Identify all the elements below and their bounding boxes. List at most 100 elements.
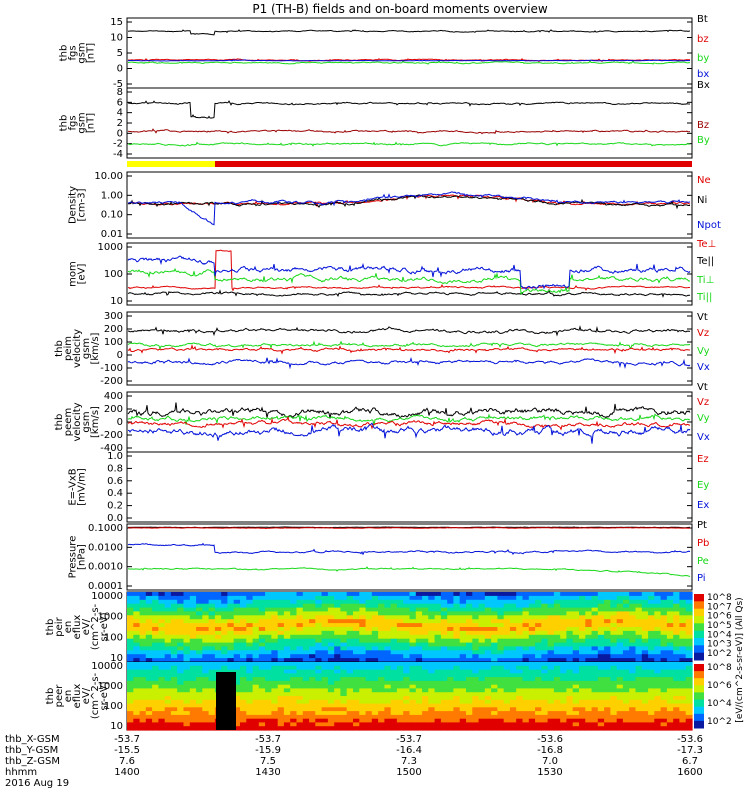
spectrogram-cell [177, 669, 185, 674]
spectrogram-cell [654, 688, 662, 693]
spectrogram-cell [396, 665, 404, 671]
spectrogram-cell [290, 654, 298, 659]
spectrogram-cell [240, 607, 247, 613]
spectrogram-cell [453, 665, 461, 671]
y-axis-label: gsm [81, 411, 92, 432]
spectrogram-cell [340, 711, 348, 716]
spectrogram-cell [453, 646, 461, 651]
spectrogram-cell [560, 627, 568, 632]
spectrogram-cell [572, 711, 580, 716]
spectrogram-cell [629, 714, 637, 720]
spectrogram-cell [648, 684, 655, 690]
spectrogram-cell [635, 603, 643, 609]
spectrogram-cell [415, 630, 423, 636]
spectrogram-cell [635, 718, 643, 724]
spectrogram-cell [497, 599, 505, 605]
spectrogram-cell [384, 650, 392, 655]
spectrogram-cell [472, 714, 480, 720]
spectrogram-cell [233, 711, 241, 716]
spectrogram-cell [415, 707, 423, 712]
spectrogram-cell [660, 630, 668, 636]
spectrogram-cell [365, 699, 373, 705]
spectrogram-cell [384, 646, 392, 651]
spectrogram-cell [673, 658, 681, 663]
spectrogram-cell [566, 711, 574, 716]
spectrogram-cell [177, 714, 185, 720]
spectrogram-cell [170, 703, 178, 708]
legend-Te||: Te|| [696, 256, 714, 267]
spectrogram-cell [371, 726, 379, 731]
spectrogram-cell [547, 627, 555, 632]
spectrogram-cell [290, 718, 298, 724]
y-axis-label: [cm-3] [77, 188, 88, 221]
spectrogram-cell [390, 611, 398, 616]
spectrogram-cell [164, 726, 172, 731]
spectrogram-cell [283, 646, 291, 651]
spectrogram-cell [635, 599, 643, 605]
spectrogram-cell [359, 623, 367, 628]
spectrogram-cell [208, 669, 216, 674]
colorbar-segment [694, 652, 704, 661]
spectrogram-cell [202, 619, 210, 624]
spectrogram-cell [189, 703, 197, 708]
spectrogram-cell [265, 677, 272, 682]
spectrogram-cell [271, 673, 279, 678]
spectrogram-cell [240, 692, 247, 697]
spectrogram-cell [133, 726, 141, 731]
spectrogram-cell [422, 692, 429, 697]
spectrogram-cell [541, 665, 549, 671]
spectrogram-cell [604, 619, 611, 624]
spectrogram-cell [189, 718, 197, 724]
spectrogram-cell [553, 665, 561, 671]
spectrogram-cell [403, 673, 411, 678]
spectrogram-cell [547, 615, 555, 620]
spectrogram-cell [503, 688, 511, 693]
spectrogram-cell [258, 673, 266, 678]
spectrogram-cell [660, 607, 668, 613]
spectrogram-cell [654, 669, 662, 674]
spectrogram-cell [321, 688, 329, 693]
spectrogram-cell [170, 630, 178, 636]
spectrogram-cell [302, 684, 310, 690]
spectrogram-cell [484, 638, 492, 644]
spectrogram-cell [484, 673, 492, 678]
spectrogram-cell [591, 662, 599, 667]
spectrogram-cell [164, 607, 172, 613]
spectrogram-cell [560, 711, 568, 716]
spectrogram-cell [447, 634, 455, 640]
spectrogram-cell [409, 703, 417, 708]
spectrogram-cell [610, 615, 618, 620]
colorbar-tick-label: 10^4 [707, 630, 732, 640]
spectrogram-cell [434, 603, 442, 609]
spectrogram-cell [547, 699, 555, 705]
spectrogram-cell [302, 654, 310, 659]
spectrogram-cell [497, 665, 505, 671]
spectrogram-cell [516, 677, 524, 682]
spectrogram-cell [246, 726, 254, 731]
spectrogram-cell [616, 592, 624, 597]
spectrogram-cell [528, 718, 536, 724]
spectrogram-cell [340, 699, 348, 705]
spectrogram-cell [177, 592, 185, 597]
spectrogram-cell [422, 677, 429, 682]
spectrogram-cell [579, 630, 586, 636]
series-line-Ti-perp [127, 267, 691, 296]
spectrogram-cell [227, 623, 235, 628]
spectrogram-cell [346, 623, 354, 628]
series-line-Vy [127, 413, 690, 426]
spectrogram-cell [422, 673, 429, 678]
y-tick-label: 200 [104, 324, 123, 335]
spectrogram-cell [139, 634, 147, 640]
spectrogram-cell [265, 692, 272, 697]
spectrogram-cell [673, 630, 681, 636]
spectrogram-cell [415, 650, 423, 655]
spectrogram-cell [434, 658, 442, 663]
spectrogram-cell [503, 615, 511, 620]
spectrogram-cell [396, 707, 404, 712]
spectrogram-cell [434, 696, 442, 701]
spectrogram-cell [484, 718, 492, 724]
spectrogram-cell [334, 615, 342, 620]
spectrogram-cell [277, 677, 285, 682]
spectrogram-cell [535, 599, 542, 605]
spectrogram-cell [283, 630, 291, 636]
